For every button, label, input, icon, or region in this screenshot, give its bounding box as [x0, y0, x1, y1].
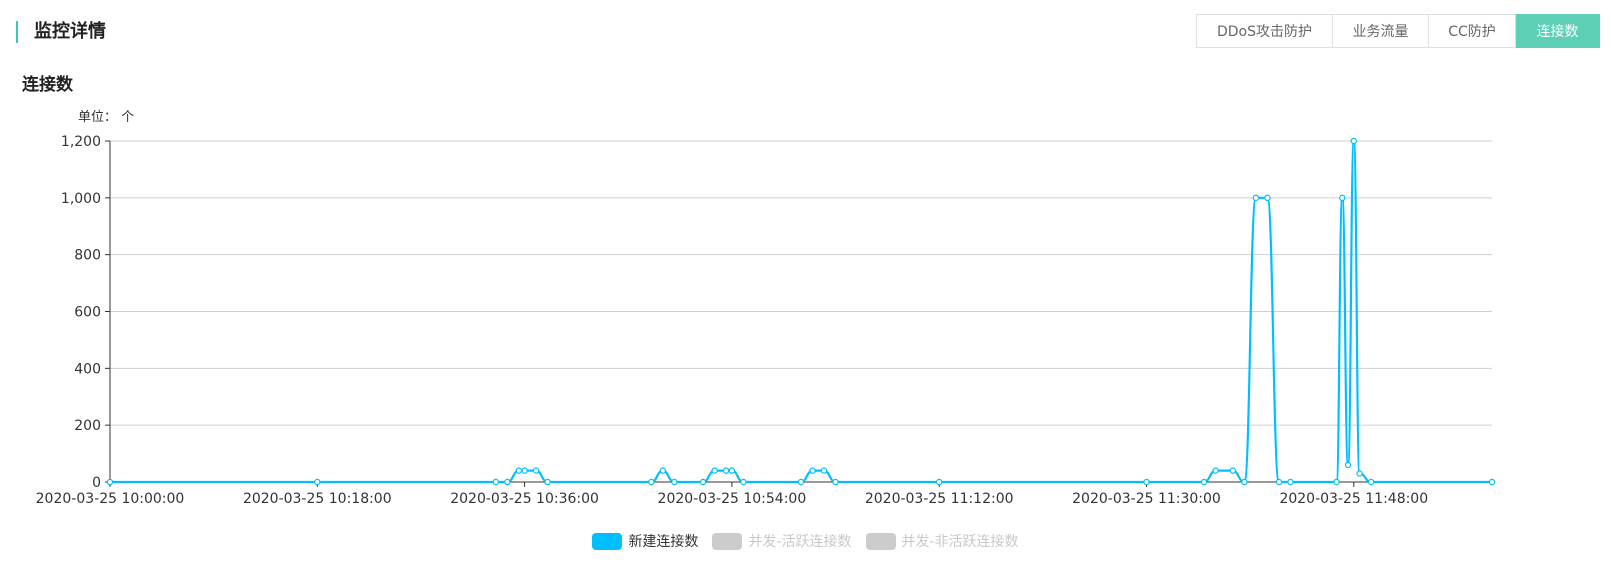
tab-label: 业务流量 — [1352, 24, 1409, 40]
chart-section-title: 连接数 — [22, 75, 73, 95]
legend-item[interactable]: 新建连接数 — [592, 531, 698, 551]
tab-ddos-protection[interactable]: DDoS攻击防护 — [1196, 14, 1333, 48]
data-point — [728, 467, 736, 474]
x-tick-label: 2020-03-25 10:00:00 — [36, 491, 185, 507]
data-point — [832, 478, 839, 486]
data-point — [521, 467, 528, 474]
x-tick-label: 2020-03-25 10:54:00 — [658, 491, 807, 507]
tab-label: 连接数 — [1536, 24, 1579, 40]
data-point — [699, 478, 707, 486]
data-point — [1264, 194, 1271, 202]
data-point — [1143, 478, 1150, 486]
legend-label: 并发-非活跃连接数 — [901, 534, 1019, 550]
data-point — [492, 478, 500, 486]
data-point — [1367, 478, 1375, 486]
data-point — [1241, 478, 1248, 486]
data-point — [515, 467, 523, 474]
data-point — [1252, 194, 1260, 202]
legend-item[interactable]: 并发-活跃连接数 — [712, 531, 852, 551]
data-point — [797, 478, 805, 486]
data-point — [820, 467, 828, 474]
data-point — [1350, 137, 1358, 145]
data-point — [106, 478, 114, 486]
legend-label: 并发-活跃连接数 — [748, 534, 852, 550]
tab-connections[interactable]: 连接数 — [1516, 14, 1600, 48]
tab-cc-protection[interactable]: CC防护 — [1429, 14, 1516, 48]
tab-business-traffic[interactable]: 业务流量 — [1333, 14, 1429, 48]
x-tick-label: 2020-03-25 11:48:00 — [1279, 491, 1428, 507]
tab-label: DDoS攻击防护 — [1216, 24, 1312, 40]
legend-swatch — [865, 532, 896, 550]
y-tick-label: 1,200 — [61, 134, 101, 150]
tab-label: CC防护 — [1448, 24, 1496, 40]
legend-swatch — [712, 532, 743, 550]
x-tick-label: 2020-03-25 11:30:00 — [1072, 491, 1221, 507]
x-tick-label: 2020-03-25 10:36:00 — [450, 491, 599, 507]
data-point — [1287, 478, 1294, 486]
data-point — [532, 467, 540, 474]
y-tick-label: 200 — [74, 418, 101, 434]
unit-label: 单位： 个 — [78, 110, 135, 125]
data-point — [1212, 467, 1219, 474]
y-tick-label: 0 — [92, 475, 101, 491]
data-point — [1200, 478, 1208, 486]
data-point — [722, 467, 730, 474]
connections-line-chart: 0 200 400 600 800 1,000 1,200 2020-03-25 10:00:… — [36, 134, 1496, 507]
data-point — [314, 478, 321, 486]
data-point — [711, 467, 718, 474]
chart-legend: 新建连接数 并发-活跃连接数 并发-非活跃连接数 — [0, 531, 1611, 551]
data-point — [1333, 478, 1340, 486]
data-point — [1275, 478, 1283, 486]
y-tick-label: 1,000 — [61, 191, 101, 207]
data-point — [1339, 194, 1346, 202]
data-point — [1356, 470, 1363, 477]
x-tick-label: 2020-03-25 10:18:00 — [243, 491, 392, 507]
tab-group: DDoS攻击防护 业务流量 CC防护 连接数 — [1196, 14, 1600, 48]
data-point — [1229, 467, 1237, 474]
data-point — [648, 478, 655, 486]
data-point — [544, 478, 551, 486]
legend-label: 新建连接数 — [628, 534, 699, 550]
data-point — [936, 478, 943, 486]
y-tick-label: 600 — [74, 305, 101, 321]
y-tick-label: 400 — [74, 361, 101, 377]
x-tick-label: 2020-03-25 11:12:00 — [865, 491, 1014, 507]
data-point — [809, 467, 816, 474]
data-point — [504, 478, 511, 486]
legend-swatch — [592, 532, 623, 550]
page-title: 监控详情 — [34, 21, 106, 42]
title-accent-bar — [16, 21, 18, 43]
data-point — [1344, 461, 1352, 469]
data-point — [740, 478, 747, 486]
data-point — [1488, 478, 1496, 486]
data-point — [659, 467, 667, 474]
legend-item[interactable]: 并发-非活跃连接数 — [865, 531, 1019, 551]
y-tick-label: 800 — [74, 248, 101, 264]
data-point — [671, 478, 678, 486]
